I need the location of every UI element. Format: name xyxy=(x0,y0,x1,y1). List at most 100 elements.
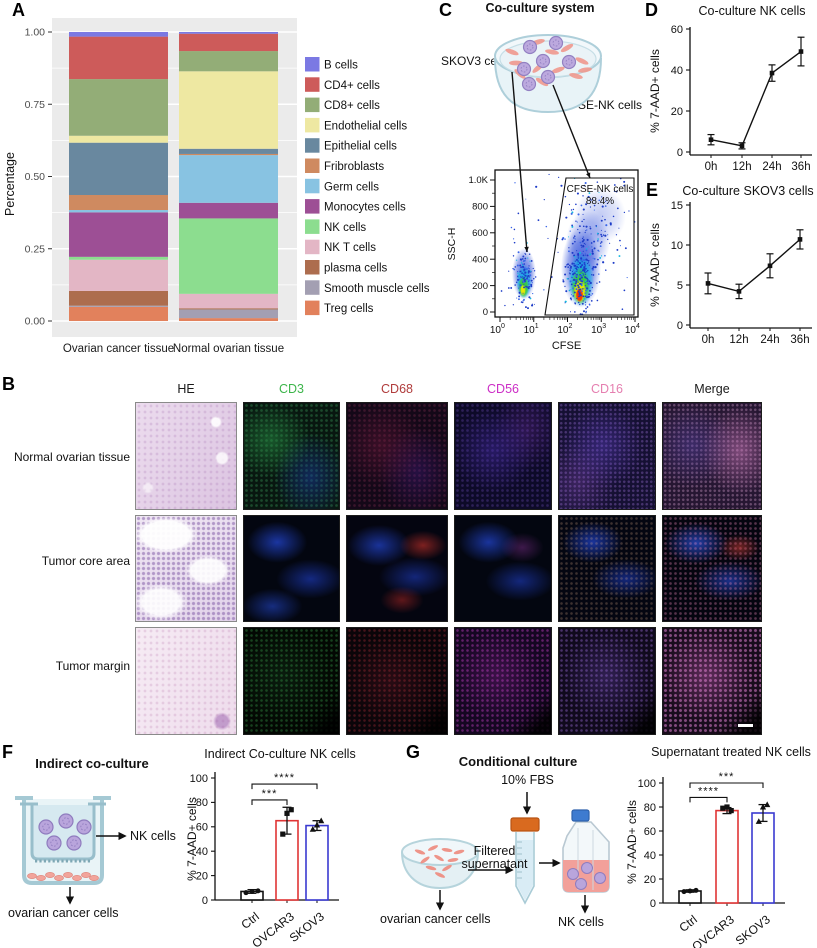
svg-text:Ovarian cancer tissue: Ovarian cancer tissue xyxy=(63,343,174,355)
svg-text:0.25: 0.25 xyxy=(25,243,46,255)
nk-cells-in-flask xyxy=(567,862,606,890)
svg-text:60: 60 xyxy=(196,822,208,834)
micrograph-cd68-margin xyxy=(346,627,448,735)
svg-text:Normal ovarian tissue: Normal ovarian tissue xyxy=(173,343,284,355)
svg-text:Co-culture NK cells: Co-culture NK cells xyxy=(699,4,806,18)
svg-text:24h: 24h xyxy=(762,161,781,173)
svg-text:Smooth muscle cells: Smooth muscle cells xyxy=(324,283,430,295)
svg-text:1.0K: 1.0K xyxy=(468,175,488,186)
svg-text:800: 800 xyxy=(472,202,488,213)
micrograph-cd16-normal xyxy=(558,402,656,510)
flask-cap xyxy=(571,809,590,822)
micrograph-merge-core xyxy=(662,515,762,622)
micrograph-cd16-margin xyxy=(558,627,656,735)
svg-text:10: 10 xyxy=(557,325,569,336)
svg-text:Monocytes cells: Monocytes cells xyxy=(324,202,406,214)
conditional-culture-title: Conditional culture xyxy=(458,754,578,769)
petri-dish xyxy=(401,838,479,890)
svg-text:0: 0 xyxy=(202,895,208,907)
svg-text:Indirect Co-culture NK cells: Indirect Co-culture NK cells xyxy=(204,747,355,761)
ovarian-cancer-cells-label-g: ovarian cancer cells xyxy=(380,912,491,926)
micrograph-cd56-margin xyxy=(454,627,552,735)
svg-text:SKOV3: SKOV3 xyxy=(733,912,773,948)
svg-text:3: 3 xyxy=(602,323,606,330)
skov3-cells-label: SKOV3 cells xyxy=(441,54,509,68)
svg-text:NK cells: NK cells xyxy=(324,222,366,234)
panel-label-g: G xyxy=(406,742,421,762)
svg-text:0.00: 0.00 xyxy=(25,316,46,328)
svg-text:Treg cells: Treg cells xyxy=(324,303,374,315)
svg-text:CD4+ cells: CD4+ cells xyxy=(324,80,380,92)
panel-b-column-headers: HE CD3 CD68 CD56 CD16 Merge xyxy=(135,382,762,396)
svg-text:4: 4 xyxy=(636,323,640,330)
panel-label-a: A xyxy=(12,0,25,20)
svg-text:0h: 0h xyxy=(702,334,715,346)
row-label: Tumor core area xyxy=(41,554,130,568)
svg-text:10: 10 xyxy=(671,240,683,252)
cell-composition-stacked-bar-chart: 0.00 0.25 0.50 0.75 1.00 Ovarian cancer tissu… xyxy=(3,18,430,355)
svg-text:CD8+ cells: CD8+ cells xyxy=(324,100,380,112)
svg-text:Ctrl: Ctrl xyxy=(239,909,262,932)
svg-text:1.00: 1.00 xyxy=(25,27,46,39)
svg-text:plasma cells: plasma cells xyxy=(324,263,388,275)
svg-text:5: 5 xyxy=(677,280,683,292)
nk-cells-label-g: NK cells xyxy=(558,915,604,929)
micrograph-cd3-normal xyxy=(243,402,340,510)
panel-label-c: C xyxy=(439,0,452,20)
svg-text:20: 20 xyxy=(644,874,656,886)
svg-text:10: 10 xyxy=(625,325,637,336)
petri-dish-illustration xyxy=(494,34,602,114)
panel-b-image-grid xyxy=(135,402,762,735)
svg-text:600: 600 xyxy=(472,228,488,239)
micrograph-he-core xyxy=(135,515,237,622)
svg-text:15: 15 xyxy=(671,200,683,212)
micrograph-cd56-normal xyxy=(454,402,552,510)
fbs-label: 10% FBS xyxy=(501,773,554,787)
svg-text:SSC-H: SSC-H xyxy=(446,228,458,261)
svg-text:24h: 24h xyxy=(760,334,779,346)
svg-text:B cells: B cells xyxy=(324,60,358,72)
micrograph-merge-normal xyxy=(662,402,762,510)
micrograph-cd56-core xyxy=(454,515,552,622)
svg-text:Epithelial cells: Epithelial cells xyxy=(324,141,397,153)
column-header-he: HE xyxy=(177,382,195,396)
svg-text:0: 0 xyxy=(677,320,683,332)
nk-cells-illustration xyxy=(516,35,577,92)
svg-text:% 7-AAD+ cells: % 7-AAD+ cells xyxy=(648,49,662,133)
svg-text:% 7-AAD+ cells: % 7-AAD+ cells xyxy=(625,800,639,884)
nk-cells-in-insert xyxy=(38,813,92,851)
svg-text:10: 10 xyxy=(524,325,536,336)
column-header-cd3: CD3 xyxy=(278,382,304,396)
svg-text:60: 60 xyxy=(644,826,656,838)
micrograph-merge-margin xyxy=(662,627,762,735)
svg-text:12h: 12h xyxy=(729,334,748,346)
svg-text:10: 10 xyxy=(591,325,603,336)
svg-text:60: 60 xyxy=(671,24,683,36)
svg-text:80: 80 xyxy=(196,797,208,809)
culture-flask xyxy=(562,809,610,893)
ovarian-cancer-cells-label: ovarian cancer cells xyxy=(8,906,119,920)
svg-text:Germ cells: Germ cells xyxy=(324,181,379,193)
svg-text:0.75: 0.75 xyxy=(25,99,46,111)
row-label: Tumor margin xyxy=(55,659,130,673)
svg-text:0h: 0h xyxy=(705,161,718,173)
panel-label-d: D xyxy=(645,0,658,20)
cancer-cells xyxy=(414,845,465,878)
micrograph-cd68-core xyxy=(346,515,448,622)
svg-text:***: *** xyxy=(719,771,735,783)
svg-text:36h: 36h xyxy=(790,334,809,346)
conditional-culture-diagram xyxy=(401,792,610,914)
micrograph-he-margin xyxy=(135,627,237,735)
svg-text:% 7-AAD+ cells: % 7-AAD+ cells xyxy=(648,223,662,307)
column-header-cd16: CD16 xyxy=(591,382,623,396)
panel-label-f: F xyxy=(2,742,13,762)
indirect-coculture-bar-chart: 0 20 40 60 80 100 Indirect Co-culture NK cells… xyxy=(185,747,356,948)
svg-text:***: *** xyxy=(262,788,278,800)
micrograph-he-normal xyxy=(135,402,237,510)
nk-timecourse-line-chart: 0 20 40 60 0h 12h 24h 36h Co-culture NK cells % 7… xyxy=(648,4,812,173)
scale-bar xyxy=(738,724,753,727)
svg-text:0: 0 xyxy=(483,307,488,318)
svg-text:Ctrl: Ctrl xyxy=(677,912,700,935)
